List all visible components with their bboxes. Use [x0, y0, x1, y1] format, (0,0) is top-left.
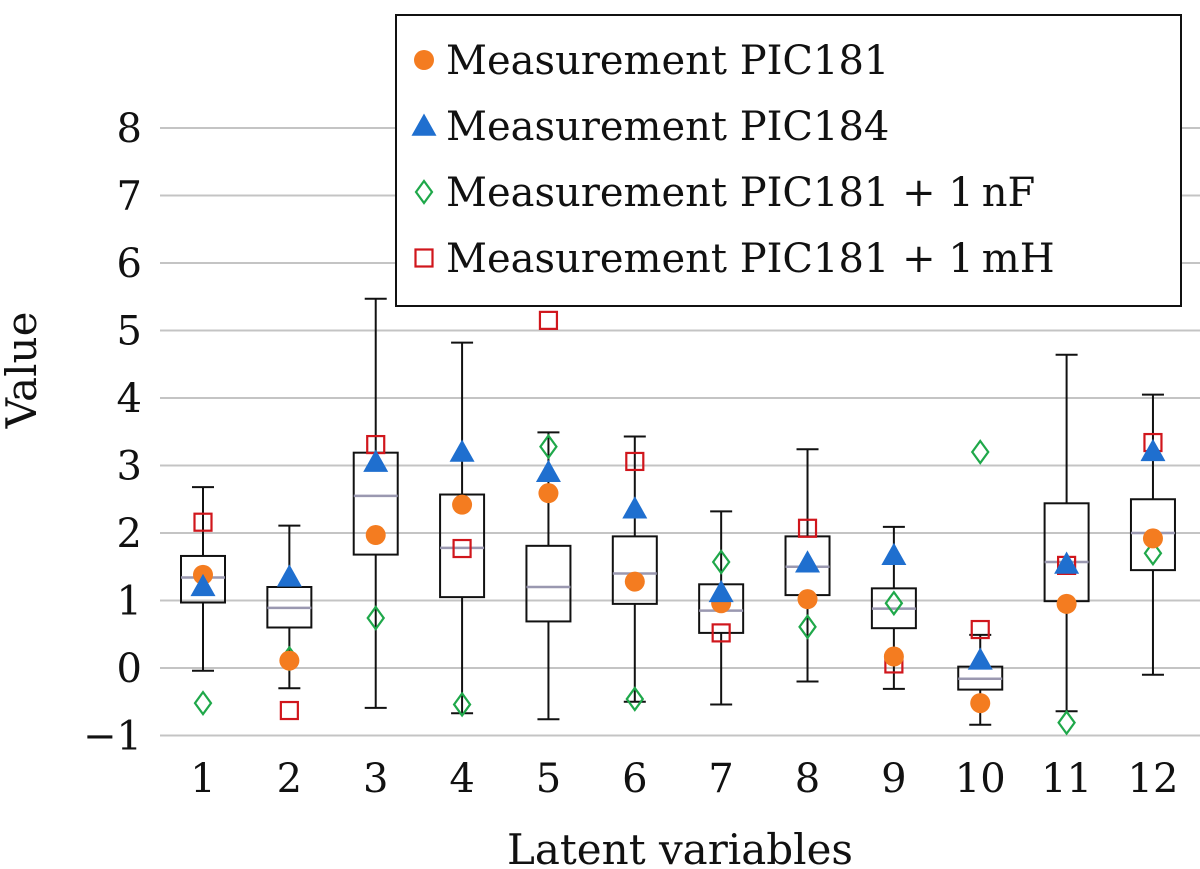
box-5 — [525, 431, 572, 721]
x-tick-label: 9 — [881, 756, 906, 802]
circle-point — [365, 525, 386, 546]
box-1 — [180, 486, 226, 672]
diamond-point — [539, 433, 558, 460]
x-tick-label: 10 — [955, 756, 1006, 802]
x-tick-label: 5 — [536, 756, 561, 802]
circle-point — [279, 650, 300, 671]
diamond-point — [711, 549, 731, 575]
triangle-point — [622, 496, 648, 519]
series-triangle — [190, 438, 1166, 670]
x-tick-label: 2 — [277, 756, 302, 802]
diamond-point — [366, 605, 386, 631]
square-point — [797, 518, 818, 538]
legend-label: Measurement PIC181 + 1 mH — [446, 236, 1055, 282]
box-3 — [352, 297, 399, 709]
x-tick-label: 8 — [795, 756, 820, 802]
x-tick-label: 1 — [190, 756, 215, 802]
box-6 — [611, 435, 658, 703]
y-tick-label: 6 — [117, 241, 142, 287]
x-tick-label: 7 — [708, 756, 733, 802]
y-tick-label: 5 — [117, 309, 142, 355]
y-tick-label: 0 — [117, 646, 142, 692]
x-tick-label: 12 — [1128, 756, 1179, 802]
y-tick-label: 7 — [117, 174, 142, 220]
x-axis-title: Latent variables — [507, 825, 853, 869]
x-tick-label: 4 — [449, 756, 474, 802]
triangle-point — [881, 542, 907, 566]
legend-label: Measurement PIC181 + 1 nF — [446, 170, 1035, 216]
boxes — [180, 297, 1176, 726]
box-iqr — [611, 535, 658, 605]
y-tick-label: −1 — [83, 714, 142, 760]
box-iqr — [1129, 498, 1176, 572]
square-point — [538, 310, 559, 330]
diamond-point — [798, 613, 817, 640]
triangle-point — [363, 449, 389, 472]
triangle-point — [967, 647, 993, 670]
y-tick-label: 2 — [117, 511, 142, 557]
diamond-point — [1057, 709, 1076, 736]
triangle-point — [535, 459, 561, 482]
y-tick-label: 1 — [117, 579, 142, 625]
x-axis-ticks: 1 2 3 4 5 6 7 8 9 10 11 12 — [190, 756, 1178, 802]
triangle-point — [795, 550, 821, 573]
series-circle — [193, 483, 1163, 714]
legend: Measurement PIC181 Measurement PIC184 Meas… — [395, 14, 1182, 307]
legend-label: Measurement PIC181 — [446, 38, 889, 84]
legend-triangle-icon — [411, 113, 437, 136]
diamond-point — [193, 690, 213, 716]
triangle-point — [190, 573, 216, 597]
y-tick-label: 4 — [117, 376, 142, 422]
x-tick-label: 6 — [622, 756, 647, 802]
circle-point — [538, 483, 559, 504]
y-tick-label: 3 — [117, 444, 142, 490]
circle-point — [970, 693, 991, 714]
legend-label: Measurement PIC184 — [446, 104, 889, 150]
diamond-point — [1143, 540, 1163, 567]
square-point — [625, 451, 645, 472]
circle-point — [1142, 528, 1163, 549]
series-square — [193, 310, 1163, 721]
triangle-point — [708, 579, 734, 603]
legend-frame — [395, 14, 1182, 307]
square-point — [452, 538, 472, 559]
triangle-point — [449, 439, 475, 462]
y-axis-title: Value — [0, 312, 46, 430]
circle-point — [883, 646, 904, 667]
legend-entry: Measurement PIC181 — [414, 38, 889, 84]
circle-point — [624, 571, 645, 592]
square-point — [279, 700, 299, 721]
circle-point — [452, 494, 473, 515]
legend-square-icon — [414, 248, 434, 268]
legend-entry: Measurement PIC181 + 1 mH — [414, 236, 1055, 282]
legend-entries: Measurement PIC181 Measurement PIC184 Meas… — [411, 38, 1055, 282]
legend-circle-icon — [414, 50, 434, 70]
legend-diamond-icon — [414, 179, 434, 205]
circle-point — [797, 589, 818, 610]
x-tick-label: 3 — [363, 756, 388, 802]
diamond-point — [452, 691, 472, 718]
legend-entry: Measurement PIC181 + 1 nF — [414, 170, 1035, 216]
diamond-point — [970, 439, 990, 465]
box-iqr — [180, 554, 226, 604]
data-markers — [190, 310, 1166, 736]
box-iqr — [525, 544, 572, 623]
square-point — [970, 619, 990, 640]
y-axis-ticks: −1 0 1 2 3 4 5 6 7 8 — [83, 106, 142, 760]
circle-point — [1056, 593, 1077, 614]
box-iqr — [439, 493, 486, 599]
triangle-point — [1054, 551, 1080, 574]
legend-entry: Measurement PIC184 — [411, 104, 889, 150]
diamond-point — [884, 590, 904, 617]
square-point — [711, 623, 731, 643]
triangle-point — [276, 564, 302, 587]
y-tick-label: 8 — [117, 106, 142, 152]
diamond-point — [625, 686, 645, 712]
series-diamond — [193, 433, 1163, 736]
triangle-point — [1140, 438, 1166, 462]
square-point — [193, 512, 213, 532]
x-tick-label: 11 — [1041, 756, 1092, 802]
